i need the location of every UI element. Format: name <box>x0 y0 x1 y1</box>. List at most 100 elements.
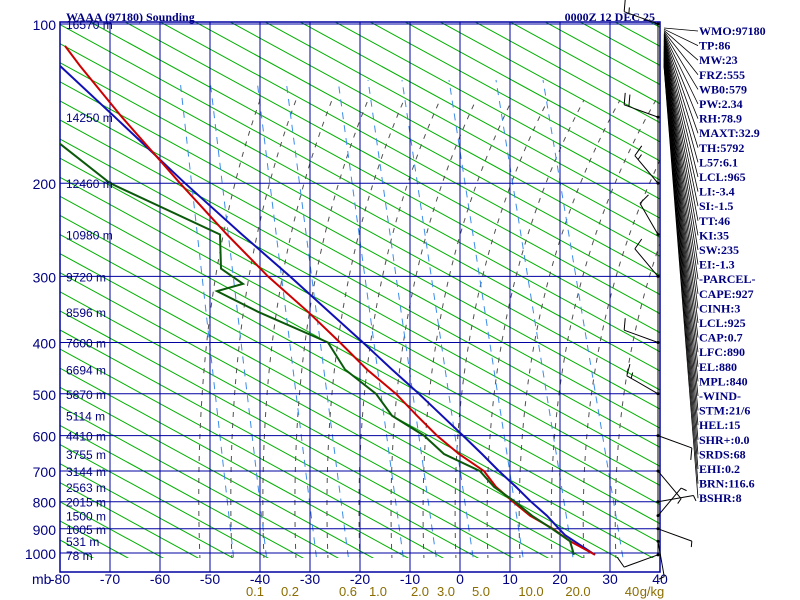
index-leader <box>663 33 699 105</box>
pressure-unit: mb <box>32 571 52 587</box>
wind-barb <box>634 238 660 278</box>
moist-adiabat <box>230 99 297 558</box>
dry-adiabat <box>264 22 660 238</box>
index-text: WMO:97180 <box>699 24 766 38</box>
wind-barb <box>656 487 687 518</box>
mixing-ratio-label: 10.0 <box>518 584 543 599</box>
wind-barb <box>634 145 660 185</box>
moist-adiabat <box>582 159 660 558</box>
height-label: 3144 m <box>66 465 106 479</box>
index-text: SHR+:0.0 <box>699 433 750 447</box>
dry-adiabat <box>60 329 480 558</box>
mixing-ratio-line <box>401 79 474 558</box>
mixing-ratio-label: 5.0 <box>472 584 490 599</box>
pressure-label: 800 <box>33 495 57 511</box>
mixing-ratio-label: 2.0 <box>411 584 429 599</box>
temperature-tick-label: -50 <box>200 571 220 587</box>
index-text: EL:880 <box>699 360 737 374</box>
plot-frame <box>59 21 661 573</box>
temperature-tick-label: -80 <box>50 571 70 587</box>
index-text: CAPE:927 <box>699 287 754 301</box>
moist-adiabat <box>486 99 585 558</box>
temperature-tick-label: -20 <box>350 571 370 587</box>
moist-adiabat <box>422 99 513 558</box>
index-text: TH:5792 <box>699 141 744 155</box>
mixing-ratio-line <box>448 79 524 558</box>
pressure-label: 100 <box>33 17 57 33</box>
mixing-ratio-label: 0.6 <box>339 584 357 599</box>
dry-adiabat <box>229 22 660 257</box>
pressure-label: 1000 <box>25 546 56 562</box>
stability-indices: WMO:97180TP:86MW:23FRZ:555WB0:579PW:2.34… <box>663 24 766 505</box>
index-leader <box>663 31 699 76</box>
index-text: SRDS:68 <box>699 447 746 461</box>
moist-adiabat <box>262 99 333 558</box>
index-text: MAXT:32.9 <box>699 126 760 140</box>
dry-adiabat <box>509 22 660 105</box>
index-leader <box>663 35 699 119</box>
index-leader <box>663 49 699 294</box>
dry-adiabat <box>194 22 660 277</box>
dry-adiabat <box>60 310 515 558</box>
height-label: 9720 m <box>66 270 106 284</box>
wind-barb <box>656 539 665 580</box>
moist-adiabat <box>358 99 441 558</box>
index-leader <box>663 38 699 163</box>
mixing-ratio-lines <box>179 79 624 558</box>
height-label: 5870 m <box>66 388 106 402</box>
index-text: CAP:0.7 <box>699 331 743 345</box>
dry-adiabat <box>60 386 375 558</box>
dry-adiabat <box>369 22 660 181</box>
index-text: TT:46 <box>699 214 730 228</box>
mixing-ratio-label: 3.0 <box>437 584 455 599</box>
index-leader <box>663 30 699 61</box>
wind-barb <box>656 494 697 504</box>
chart-title: WAAA (97180) Sounding <box>66 10 195 24</box>
moist-adiabat <box>454 99 549 558</box>
mixing-ratio-label: 20.0 <box>565 584 590 599</box>
index-leader <box>663 51 699 324</box>
height-label: 16570 m <box>66 18 113 32</box>
wind-profile <box>616 0 697 580</box>
dry-adiabat <box>60 348 445 558</box>
mixing-ratio-label: 1.0 <box>369 584 387 599</box>
index-text: LFC:890 <box>699 345 745 359</box>
pressure-label: 700 <box>33 464 57 480</box>
dry-adiabat <box>60 23 660 353</box>
dry-adiabat <box>60 424 305 558</box>
dry-adiabat <box>334 22 660 200</box>
mixing-ratio-line <box>285 79 349 558</box>
height-label: 4410 m <box>66 430 106 444</box>
mixing-ratio-line <box>367 79 437 558</box>
pressure-label: 400 <box>33 335 57 351</box>
index-text: CINH:3 <box>699 301 740 315</box>
index-leader <box>663 32 699 90</box>
mixing-ratio-label: 0.2 <box>281 584 299 599</box>
index-leader <box>663 50 699 309</box>
temperature-tick-label: -70 <box>100 571 120 587</box>
wind-barb <box>656 469 682 504</box>
mixing-ratio-line <box>495 79 574 558</box>
height-label: 3755 m <box>66 448 106 462</box>
dewpoint-trace <box>60 142 575 556</box>
index-text: L57:6.1 <box>699 155 738 169</box>
height-label: 78 m <box>66 549 93 563</box>
moist-adiabat <box>550 99 657 558</box>
pressure-label: 500 <box>33 387 57 403</box>
index-leader <box>663 41 699 192</box>
dry-adiabat <box>60 405 340 558</box>
index-text: PW:2.34 <box>699 97 743 111</box>
dry-adiabat <box>404 22 660 162</box>
temperature-tick-label: 20 <box>552 571 568 587</box>
temperature-tick-label: -60 <box>150 571 170 587</box>
index-text: FRZ:555 <box>699 68 745 82</box>
temperature-tick-label: 30 <box>602 571 618 587</box>
dry-adiabat <box>60 291 550 558</box>
